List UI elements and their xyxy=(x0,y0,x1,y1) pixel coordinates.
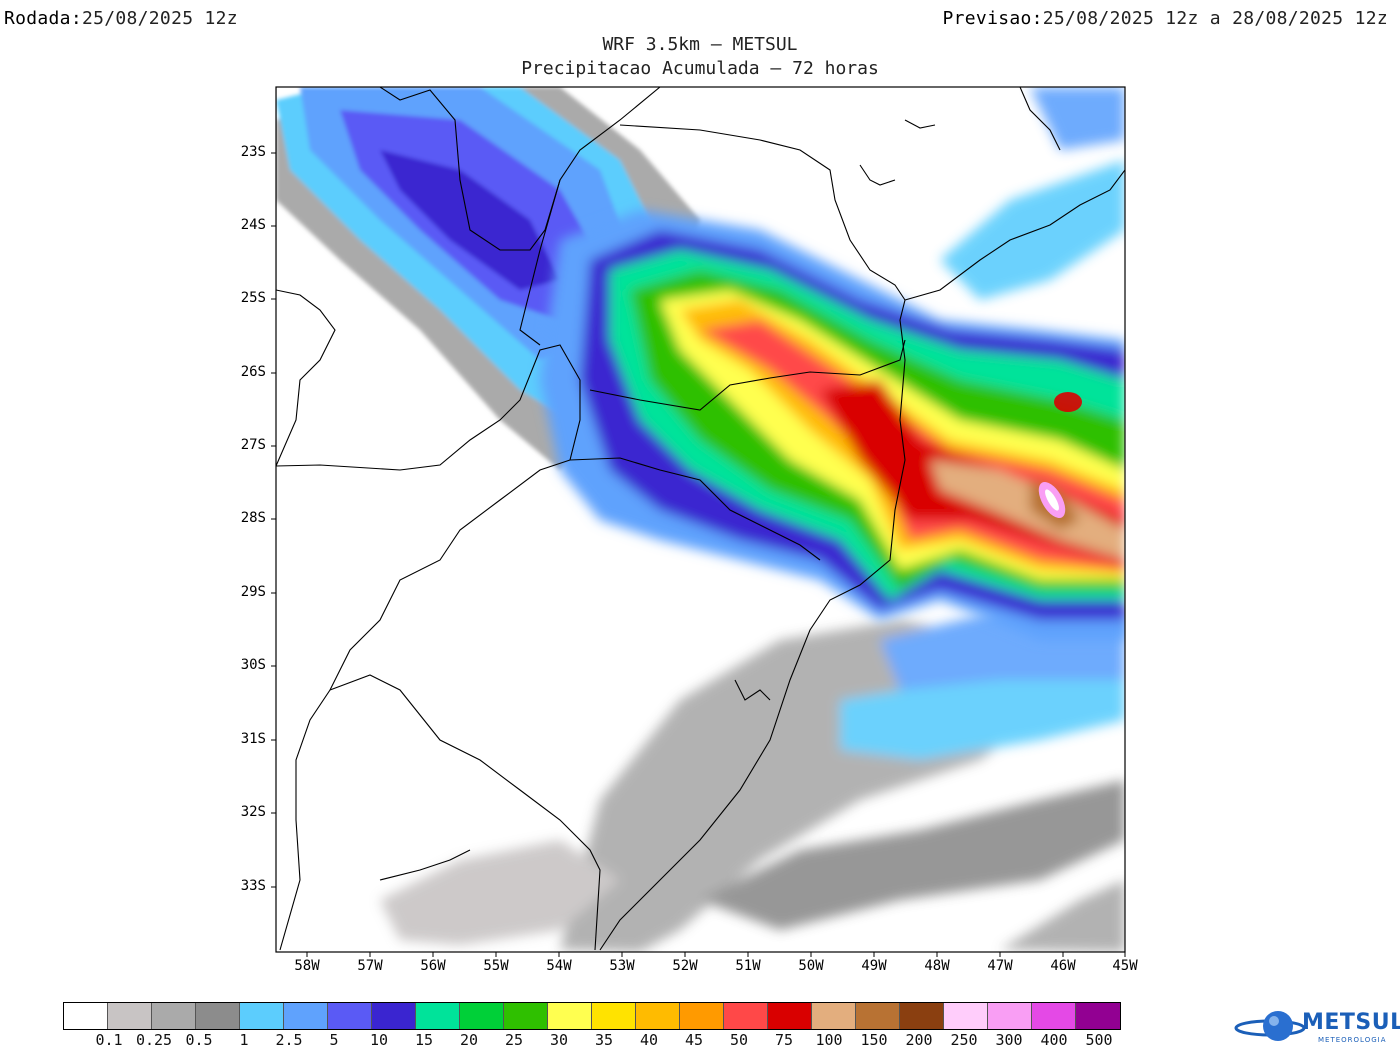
legend-tick-label: 20 xyxy=(459,1031,479,1049)
lon-label-48w: 48W xyxy=(924,958,950,974)
lat-label-30s: 30S xyxy=(240,657,266,673)
legend-swatch xyxy=(152,1003,196,1029)
lon-label-51w: 51W xyxy=(735,958,761,974)
color-legend xyxy=(63,1002,1121,1030)
precip-field xyxy=(276,87,1125,952)
logo-text: METSUL xyxy=(1302,1010,1400,1035)
legend-tick-label: 30 xyxy=(549,1031,569,1049)
forecast-value: 25/08/2025 12z a 28/08/2025 12z xyxy=(1042,8,1388,29)
legend-tick-label: 2.5 xyxy=(275,1031,303,1049)
lat-label-26s: 26S xyxy=(240,364,266,380)
logo-subtext: METEOROLOGIA xyxy=(1318,1036,1387,1044)
lon-label-50w: 50W xyxy=(798,958,824,974)
legend-swatch xyxy=(988,1003,1032,1029)
legend-swatch xyxy=(108,1003,152,1029)
legend-swatch xyxy=(592,1003,636,1029)
legend-tick-label: 40 xyxy=(639,1031,659,1049)
lat-label-31s: 31S xyxy=(240,731,266,747)
lat-label-28s: 28S xyxy=(240,510,266,526)
coastline-boundaries xyxy=(276,87,1125,951)
legend-swatch xyxy=(328,1003,372,1029)
legend-swatch xyxy=(900,1003,944,1029)
lon-label-58w: 58W xyxy=(294,958,320,974)
precipitation-map xyxy=(271,86,1126,957)
legend-swatch xyxy=(724,1003,768,1029)
legend-swatch xyxy=(372,1003,416,1029)
legend-swatch xyxy=(284,1003,328,1029)
lat-label-33s: 33S xyxy=(240,878,266,894)
legend-tick-label: 0.1 xyxy=(95,1031,123,1049)
lon-label-53w: 53W xyxy=(609,958,635,974)
legend-tick-label: 250 xyxy=(950,1031,978,1049)
legend-tick-label: 100 xyxy=(815,1031,843,1049)
map-subtitle: Precipitacao Acumulada – 72 horas xyxy=(521,58,879,79)
run-label: Rodada: xyxy=(4,8,82,29)
legend-tick-label: 10 xyxy=(369,1031,389,1049)
legend-swatch xyxy=(812,1003,856,1029)
legend-swatch xyxy=(548,1003,592,1029)
lon-label-55w: 55W xyxy=(483,958,509,974)
legend-swatch xyxy=(944,1003,988,1029)
legend-tick-label: 45 xyxy=(684,1031,704,1049)
lon-label-57w: 57W xyxy=(357,958,383,974)
legend-swatch xyxy=(240,1003,284,1029)
lon-label-45w: 45W xyxy=(1112,958,1138,974)
lat-label-25s: 25S xyxy=(240,290,266,306)
legend-tick-label: 0.5 xyxy=(185,1031,213,1049)
lon-label-49w: 49W xyxy=(861,958,887,974)
lon-label-52w: 52W xyxy=(672,958,698,974)
legend-tick-label: 35 xyxy=(594,1031,614,1049)
legend-swatch xyxy=(196,1003,240,1029)
legend-swatch xyxy=(680,1003,724,1029)
forecast-info: Previsao:25/08/2025 12z a 28/08/2025 12z xyxy=(943,8,1388,29)
lon-label-56w: 56W xyxy=(420,958,446,974)
lon-label-54w: 54W xyxy=(546,958,572,974)
legend-swatch xyxy=(460,1003,504,1029)
legend-swatch xyxy=(504,1003,548,1029)
axis-ticks xyxy=(271,152,1126,957)
legend-tick-label: 75 xyxy=(774,1031,794,1049)
map-title: WRF 3.5km – METSUL xyxy=(602,34,798,55)
legend-tick-label: 15 xyxy=(414,1031,434,1049)
lat-label-24s: 24S xyxy=(240,217,266,233)
legend-tick-label: 500 xyxy=(1085,1031,1113,1049)
legend-tick-label: 400 xyxy=(1040,1031,1068,1049)
legend-swatch xyxy=(856,1003,900,1029)
legend-tick-label: 200 xyxy=(905,1031,933,1049)
legend-swatch xyxy=(64,1003,108,1029)
lon-label-46w: 46W xyxy=(1050,958,1076,974)
lon-label-47w: 47W xyxy=(987,958,1013,974)
legend-swatch xyxy=(1076,1003,1120,1029)
legend-swatch xyxy=(1032,1003,1076,1029)
forecast-label: Previsao: xyxy=(942,8,1043,29)
lat-label-29s: 29S xyxy=(240,584,266,600)
legend-swatch xyxy=(768,1003,812,1029)
legend-tick-label: 300 xyxy=(995,1031,1023,1049)
legend-tick-label: 25 xyxy=(504,1031,524,1049)
legend-tick-label: 5 xyxy=(329,1031,339,1049)
legend-tick-label: 50 xyxy=(729,1031,749,1049)
metsul-logo xyxy=(1234,1011,1306,1041)
legend-swatch xyxy=(636,1003,680,1029)
run-info: Rodada:25/08/2025 12z xyxy=(4,8,238,29)
legend-tick-label: 1 xyxy=(239,1031,249,1049)
lat-label-23s: 23S xyxy=(240,144,266,160)
legend-tick-label: 0.25 xyxy=(135,1031,173,1049)
run-value: 25/08/2025 12z xyxy=(81,8,238,29)
lat-label-32s: 32S xyxy=(240,804,266,820)
legend-tick-label: 150 xyxy=(860,1031,888,1049)
lat-label-27s: 27S xyxy=(240,437,266,453)
legend-swatch xyxy=(416,1003,460,1029)
